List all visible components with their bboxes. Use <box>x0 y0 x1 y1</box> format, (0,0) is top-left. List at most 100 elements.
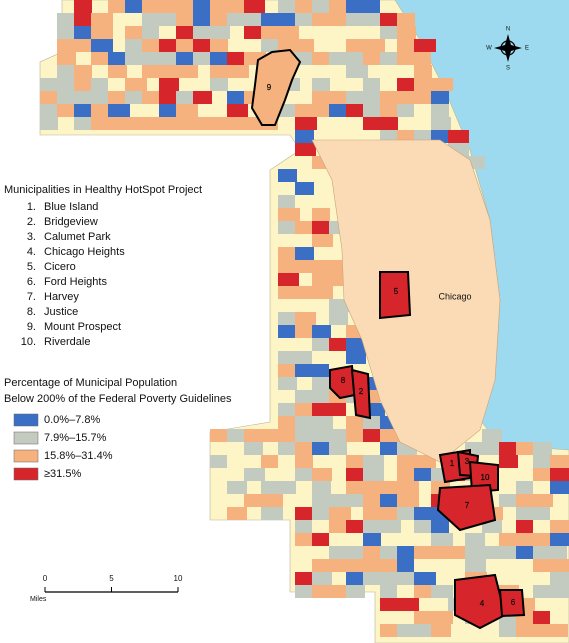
legend-label: 15.8%–31.4% <box>44 450 113 462</box>
municipality <box>346 39 363 52</box>
municipality-number: 3 <box>465 457 470 466</box>
municipality <box>431 533 453 546</box>
municipality <box>465 546 482 559</box>
municipality <box>278 260 300 273</box>
municipality <box>108 65 127 78</box>
municipality <box>363 416 385 429</box>
municipality <box>346 572 365 585</box>
list-name: Cicero <box>44 261 76 273</box>
municipality <box>499 533 520 546</box>
municipality-number: 5 <box>394 287 399 296</box>
municipality <box>40 117 58 130</box>
municipality <box>108 52 126 65</box>
list-number: 2. <box>27 216 36 228</box>
municipality <box>329 520 347 533</box>
municipality <box>74 39 92 52</box>
municipality <box>91 39 113 52</box>
list-name: Harvey <box>44 291 79 303</box>
municipality <box>346 520 368 533</box>
municipality <box>397 572 418 585</box>
municipality <box>278 169 297 182</box>
municipality <box>295 221 312 234</box>
municipality <box>278 13 298 26</box>
municipality <box>91 13 113 26</box>
municipality <box>516 546 533 559</box>
municipality <box>550 481 569 494</box>
municipality <box>533 468 552 481</box>
municipality <box>312 234 333 247</box>
list-name: Riverdale <box>44 336 90 348</box>
legend-title: Percentage of Municipal Population <box>4 377 177 389</box>
municipality <box>346 351 366 364</box>
municipality <box>295 143 316 156</box>
scale-tick-label: 5 <box>109 574 114 583</box>
municipality <box>57 65 75 78</box>
municipality <box>431 91 449 104</box>
municipality <box>244 26 266 39</box>
municipality <box>40 78 62 91</box>
municipality <box>278 221 300 234</box>
municipality <box>91 117 109 130</box>
municipality <box>414 611 435 624</box>
municipality <box>363 507 382 520</box>
municipality <box>312 442 332 455</box>
municipality <box>550 624 568 637</box>
municipality <box>159 13 177 26</box>
municipality <box>346 0 368 13</box>
municipality <box>312 377 331 390</box>
municipality <box>346 494 368 507</box>
municipality <box>380 91 400 104</box>
legend-swatch <box>13 413 39 427</box>
municipality <box>295 442 312 455</box>
municipality <box>210 78 228 91</box>
municipality <box>533 624 555 637</box>
list-name: Chicago Heights <box>44 246 125 258</box>
municipality <box>414 520 432 533</box>
list-name: Calumet Park <box>44 231 111 243</box>
municipality <box>516 533 538 546</box>
compass-letter: E <box>525 46 529 52</box>
list-number: 1. <box>27 201 36 213</box>
municipality <box>295 585 314 598</box>
municipality <box>91 104 108 117</box>
municipality <box>499 442 518 455</box>
municipality <box>329 442 347 455</box>
municipality <box>261 507 283 520</box>
municipality <box>499 546 518 559</box>
municipality <box>363 572 383 585</box>
municipality <box>414 65 432 78</box>
compass-letter: W <box>486 46 492 52</box>
municipality <box>312 208 330 221</box>
municipality <box>431 611 453 624</box>
municipality-number: 2 <box>359 387 364 396</box>
municipality <box>244 442 263 455</box>
municipality <box>295 0 315 13</box>
hotspot-outline <box>350 368 372 420</box>
municipality <box>227 0 246 13</box>
municipality <box>533 442 552 455</box>
municipality <box>57 39 75 52</box>
municipality <box>295 507 316 520</box>
legend-title: Below 200% of the Federal Poverty Guidel… <box>4 393 232 405</box>
municipality <box>261 39 278 52</box>
municipality <box>74 26 93 39</box>
municipality <box>193 91 212 104</box>
municipality <box>278 325 298 338</box>
municipality <box>159 117 176 130</box>
municipality <box>142 39 162 52</box>
municipality <box>278 481 296 494</box>
municipality <box>550 585 569 598</box>
municipality <box>142 117 162 130</box>
municipality <box>397 104 414 117</box>
municipality <box>295 429 313 442</box>
municipality-number: 10 <box>481 473 490 482</box>
municipality <box>363 429 381 442</box>
municipality <box>363 520 380 533</box>
municipality <box>397 494 419 507</box>
municipality <box>227 507 247 520</box>
municipality <box>193 26 210 39</box>
municipality <box>363 0 380 13</box>
municipality <box>397 546 419 559</box>
municipality <box>278 208 300 221</box>
compass-star <box>494 34 522 62</box>
